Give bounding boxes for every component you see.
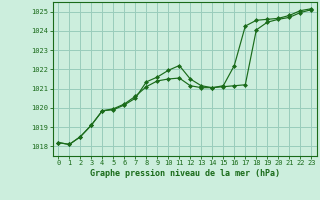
X-axis label: Graphe pression niveau de la mer (hPa): Graphe pression niveau de la mer (hPa) — [90, 169, 280, 178]
